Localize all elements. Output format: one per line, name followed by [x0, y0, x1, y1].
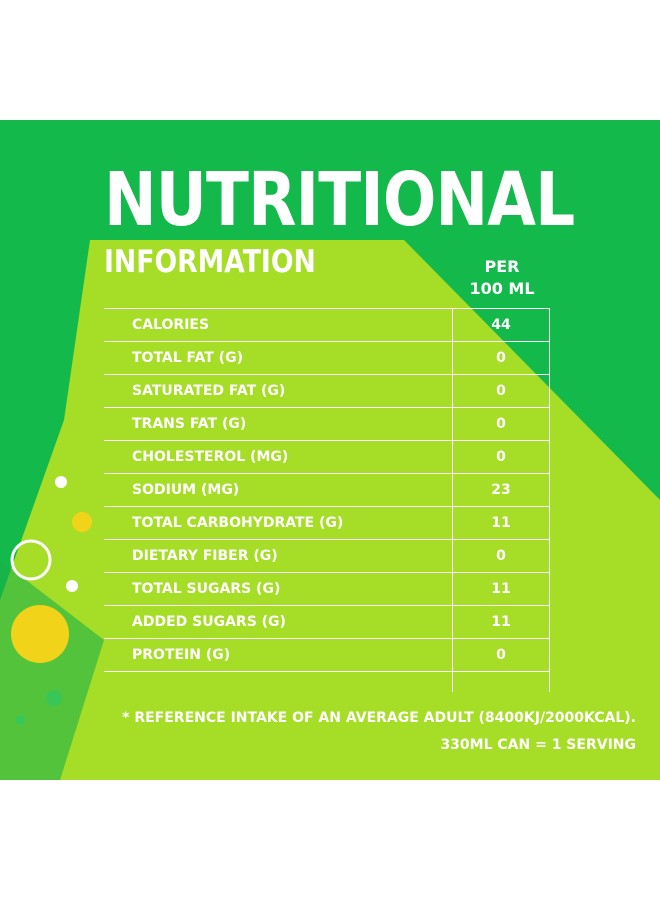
- nutrient-value: 0: [452, 407, 550, 441]
- table-row: DIETARY FIBER (G) 0: [104, 539, 550, 573]
- nutrient-value: 11: [452, 506, 550, 540]
- nutrient-name: TOTAL CARBOHYDRATE (G): [104, 506, 453, 540]
- page-title: NUTRITIONAL: [104, 157, 575, 243]
- nutrient-value: 23: [452, 473, 550, 507]
- nutrient-name: DIETARY FIBER (G): [104, 539, 453, 573]
- table-row: CALORIES 44: [104, 308, 550, 342]
- nutrient-name: SODIUM (MG): [104, 473, 453, 507]
- serving-size: 330ML CAN = 1 SERVING: [440, 737, 636, 753]
- nutrient-value: 0: [452, 440, 550, 474]
- table-row: ADDED SUGARS (G) 11: [104, 605, 550, 639]
- nutrient-name: TOTAL FAT (G): [104, 341, 453, 375]
- empty-cell: [452, 671, 550, 692]
- table-row: PROTEIN (G) 0: [104, 638, 550, 672]
- nutrition-table: CALORIES 44 TOTAL FAT (G) 0 SATURATED FAT (G…: [104, 308, 550, 692]
- droplet: [46, 690, 62, 706]
- nutrient-value: 44: [452, 308, 550, 342]
- table-row: TOTAL FAT (G) 0: [104, 341, 550, 375]
- nutrient-value: 0: [452, 539, 550, 573]
- table-row: SATURATED FAT (G) 0: [104, 374, 550, 408]
- nutrient-value: 0: [452, 638, 550, 672]
- nutrient-name: CHOLESTEROL (MG): [104, 440, 453, 474]
- nutrient-name: TRANS FAT (G): [104, 407, 453, 441]
- nutrient-name: TOTAL SUGARS (G): [104, 572, 453, 606]
- droplet: [15, 715, 25, 725]
- bubble-yellow-small: [72, 512, 92, 532]
- column-header-line2: 100 ML: [469, 279, 535, 298]
- reference-footnote: * REFERENCE INTAKE OF AN AVERAGE ADULT (…: [122, 710, 636, 726]
- nutrient-value: 0: [452, 341, 550, 375]
- nutrient-name: ADDED SUGARS (G): [104, 605, 453, 639]
- table-row: SODIUM (MG) 23: [104, 473, 550, 507]
- bubble-yellow-large: [11, 605, 69, 663]
- bubble-tiny-white: [66, 580, 78, 592]
- empty-cell: [104, 671, 453, 692]
- nutrient-name: PROTEIN (G): [104, 638, 453, 672]
- nutrient-value: 0: [452, 374, 550, 408]
- nutrient-name: SATURATED FAT (G): [104, 374, 453, 408]
- nutrient-name: CALORIES: [104, 308, 453, 342]
- table-row: TOTAL CARBOHYDRATE (G) 11: [104, 506, 550, 540]
- table-row-empty: [104, 671, 550, 692]
- table-row: TOTAL SUGARS (G) 11: [104, 572, 550, 606]
- bubble-ring: [10, 539, 52, 581]
- bubble-small-white: [55, 476, 67, 488]
- nutrition-panel: NUTRITIONAL INFORMATION PER 100 ML CALOR…: [0, 120, 660, 780]
- table-row: TRANS FAT (G) 0: [104, 407, 550, 441]
- table-row: CHOLESTEROL (MG) 0: [104, 440, 550, 474]
- column-header-line1: PER: [484, 257, 520, 276]
- nutrient-value: 11: [452, 572, 550, 606]
- page-subtitle: INFORMATION: [104, 244, 316, 280]
- nutrient-value: 11: [452, 605, 550, 639]
- per-100ml-header: PER 100 ML: [458, 256, 546, 300]
